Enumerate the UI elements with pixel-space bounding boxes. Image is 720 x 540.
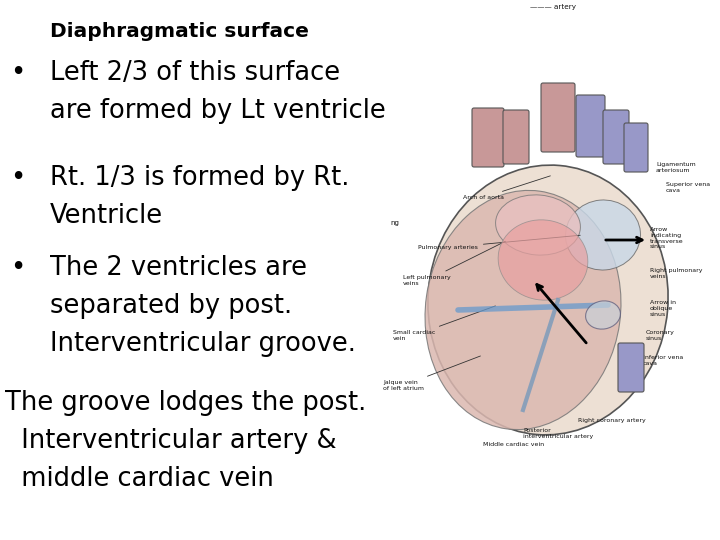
- Text: Left pulmonary
veins: Left pulmonary veins: [403, 241, 505, 286]
- Text: Interventricular artery &: Interventricular artery &: [5, 428, 337, 454]
- Ellipse shape: [565, 200, 641, 270]
- Text: The 2 ventricles are: The 2 ventricles are: [50, 255, 307, 281]
- Text: •: •: [10, 60, 25, 86]
- Ellipse shape: [495, 195, 580, 255]
- Ellipse shape: [425, 191, 621, 430]
- Text: Right coronary artery: Right coronary artery: [578, 418, 646, 423]
- Text: Arrow
indicating
transverse
sinus: Arrow indicating transverse sinus: [650, 227, 683, 249]
- Text: Right pulmonary
veins: Right pulmonary veins: [650, 268, 703, 279]
- Text: Pulmonary arteries: Pulmonary arteries: [418, 235, 580, 250]
- Text: The groove lodges the post.: The groove lodges the post.: [5, 390, 366, 416]
- FancyBboxPatch shape: [603, 110, 629, 164]
- Text: Posterior
interventricular artery: Posterior interventricular artery: [523, 428, 593, 439]
- FancyBboxPatch shape: [541, 83, 575, 152]
- Text: ng: ng: [390, 220, 399, 226]
- Text: are formed by Lt ventricle: are formed by Lt ventricle: [50, 98, 386, 124]
- FancyBboxPatch shape: [472, 108, 504, 167]
- Text: Small cardiac
vein: Small cardiac vein: [393, 306, 495, 341]
- Ellipse shape: [498, 220, 588, 300]
- Text: Diaphragmatic surface: Diaphragmatic surface: [50, 22, 309, 41]
- Text: Inferior vena
cava: Inferior vena cava: [643, 355, 683, 366]
- FancyBboxPatch shape: [576, 95, 605, 157]
- Text: Interventricular groove.: Interventricular groove.: [50, 331, 356, 357]
- Text: Superior vena
cava: Superior vena cava: [666, 182, 710, 193]
- FancyBboxPatch shape: [618, 343, 644, 392]
- Text: Coronary
sinus: Coronary sinus: [646, 330, 675, 341]
- Text: ——— artery: ——— artery: [530, 4, 576, 10]
- Text: Rt. 1/3 is formed by Rt.: Rt. 1/3 is formed by Rt.: [50, 165, 349, 191]
- Text: Arch of aorta: Arch of aorta: [463, 176, 550, 200]
- Text: separated by post.: separated by post.: [50, 293, 292, 319]
- FancyBboxPatch shape: [503, 110, 529, 164]
- Ellipse shape: [585, 301, 621, 329]
- Ellipse shape: [428, 165, 668, 435]
- Text: Ventricle: Ventricle: [50, 203, 163, 229]
- FancyBboxPatch shape: [624, 123, 648, 172]
- Text: middle cardiac vein: middle cardiac vein: [5, 466, 274, 492]
- Text: Middle cardiac vein: Middle cardiac vein: [483, 442, 544, 447]
- Text: Ligamentum
arteriosum: Ligamentum arteriosum: [656, 162, 696, 173]
- Text: Arrow in
oblique
sinus: Arrow in oblique sinus: [650, 300, 676, 316]
- Text: Jalque vein
of left atrium: Jalque vein of left atrium: [383, 356, 480, 391]
- Text: •: •: [10, 255, 25, 281]
- Text: •: •: [10, 165, 25, 191]
- Text: Left 2/3 of this surface: Left 2/3 of this surface: [50, 60, 340, 86]
